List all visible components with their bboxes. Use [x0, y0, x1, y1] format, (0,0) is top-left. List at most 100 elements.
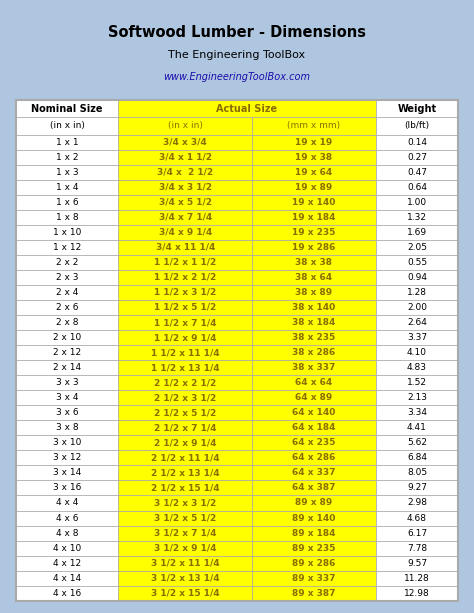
Bar [252, 465, 375, 481]
Bar [118, 240, 252, 255]
Text: 89 x 286: 89 x 286 [292, 558, 336, 568]
Bar [375, 421, 458, 435]
Bar [118, 285, 252, 300]
Text: 3 1/2 x 5 1/2: 3 1/2 x 5 1/2 [154, 514, 216, 522]
Bar [252, 375, 375, 390]
Text: 4 x 12: 4 x 12 [53, 558, 81, 568]
Bar [118, 134, 252, 150]
Bar [16, 330, 118, 345]
Bar [252, 330, 375, 345]
Text: 1 x 3: 1 x 3 [55, 167, 78, 177]
Bar [16, 210, 118, 225]
Text: 0.14: 0.14 [407, 137, 427, 147]
Text: 3 x 3: 3 x 3 [55, 378, 78, 387]
Bar [375, 315, 458, 330]
Text: 2 1/2 x 11 1/4: 2 1/2 x 11 1/4 [151, 454, 219, 462]
Text: 19 x 184: 19 x 184 [292, 213, 336, 222]
Text: 4 x 8: 4 x 8 [56, 528, 78, 538]
Text: 64 x 337: 64 x 337 [292, 468, 336, 478]
Text: 1 1/2 x 9 1/4: 1 1/2 x 9 1/4 [154, 333, 217, 342]
Text: 3 x 16: 3 x 16 [53, 484, 81, 492]
Text: 38 x 89: 38 x 89 [295, 288, 332, 297]
Text: 2.05: 2.05 [407, 243, 427, 252]
Bar [375, 210, 458, 225]
Bar [16, 240, 118, 255]
Text: 5.62: 5.62 [407, 438, 427, 447]
Text: 2.00: 2.00 [407, 303, 427, 312]
Bar [375, 525, 458, 541]
Text: 3 1/2 x 3 1/2: 3 1/2 x 3 1/2 [154, 498, 216, 508]
Text: 1 1/2 x 2 1/2: 1 1/2 x 2 1/2 [154, 273, 216, 282]
Text: 19 x 286: 19 x 286 [292, 243, 336, 252]
Bar [118, 585, 252, 601]
Bar [118, 270, 252, 285]
Bar [252, 555, 375, 571]
Text: 3 x 8: 3 x 8 [55, 424, 78, 432]
Text: 3/4 x 1 1/2: 3/4 x 1 1/2 [159, 153, 212, 162]
Text: 3/4 x 9 1/4: 3/4 x 9 1/4 [159, 228, 212, 237]
Text: 38 x 235: 38 x 235 [292, 333, 336, 342]
Text: 1 1/2 x 5 1/2: 1 1/2 x 5 1/2 [154, 303, 216, 312]
Text: 6.84: 6.84 [407, 454, 427, 462]
Bar [118, 495, 252, 511]
Bar [16, 100, 118, 117]
Text: 38 x 64: 38 x 64 [295, 273, 332, 282]
Bar [118, 210, 252, 225]
Bar [375, 180, 458, 195]
Text: 0.47: 0.47 [407, 167, 427, 177]
Bar [252, 571, 375, 585]
Bar [252, 345, 375, 360]
Bar [16, 315, 118, 330]
Text: 2 x 2: 2 x 2 [56, 258, 78, 267]
Text: 3 1/2 x 9 1/4: 3 1/2 x 9 1/4 [154, 544, 217, 552]
Bar [16, 511, 118, 525]
Bar [252, 255, 375, 270]
Text: 1.69: 1.69 [407, 228, 427, 237]
Bar [375, 405, 458, 421]
Text: 2 1/2 x 15 1/4: 2 1/2 x 15 1/4 [151, 484, 219, 492]
Bar [118, 525, 252, 541]
Bar [375, 150, 458, 164]
Text: 2 1/2 x 9 1/4: 2 1/2 x 9 1/4 [154, 438, 217, 447]
Text: 2.98: 2.98 [407, 498, 427, 508]
Bar [375, 225, 458, 240]
Text: 1.32: 1.32 [407, 213, 427, 222]
Bar [16, 270, 118, 285]
Text: 2 1/2 x 3 1/2: 2 1/2 x 3 1/2 [154, 393, 216, 402]
Bar [252, 117, 375, 134]
Bar [375, 585, 458, 601]
Text: 64 x 235: 64 x 235 [292, 438, 336, 447]
Text: 8.05: 8.05 [407, 468, 427, 478]
Text: 3/4 x 11 1/4: 3/4 x 11 1/4 [155, 243, 215, 252]
Text: 1.00: 1.00 [407, 197, 427, 207]
Text: 11.28: 11.28 [404, 574, 430, 583]
Bar [118, 300, 252, 315]
Text: 3 1/2 x 13 1/4: 3 1/2 x 13 1/4 [151, 574, 219, 583]
Text: 1 x 4: 1 x 4 [56, 183, 78, 192]
Bar [375, 300, 458, 315]
Bar [118, 421, 252, 435]
Bar [375, 100, 458, 117]
Bar [375, 375, 458, 390]
Bar [252, 421, 375, 435]
Text: 1 1/2 x 1 1/2: 1 1/2 x 1 1/2 [154, 258, 216, 267]
Bar [118, 150, 252, 164]
Text: 7.78: 7.78 [407, 544, 427, 552]
Text: 1 x 2: 1 x 2 [56, 153, 78, 162]
Bar [118, 225, 252, 240]
Text: 3 x 6: 3 x 6 [55, 408, 78, 417]
Bar [16, 164, 118, 180]
Bar [252, 210, 375, 225]
Bar [16, 555, 118, 571]
Bar [118, 360, 252, 375]
Bar [252, 405, 375, 421]
Text: 12.98: 12.98 [404, 588, 430, 598]
Bar [118, 555, 252, 571]
Text: 3 x 4: 3 x 4 [56, 393, 78, 402]
Text: 0.94: 0.94 [407, 273, 427, 282]
Bar [16, 525, 118, 541]
Text: Softwood Lumber - Dimensions: Softwood Lumber - Dimensions [108, 26, 366, 40]
Bar [252, 360, 375, 375]
Text: 19 x 64: 19 x 64 [295, 167, 332, 177]
Text: 2 x 10: 2 x 10 [53, 333, 81, 342]
